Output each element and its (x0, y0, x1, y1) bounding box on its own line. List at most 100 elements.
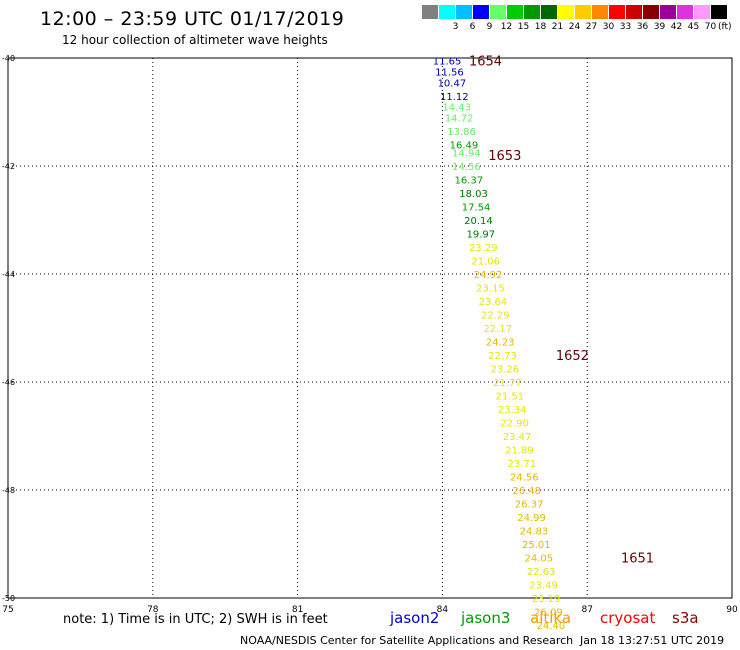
legend-label: 21 (551, 22, 564, 32)
x-tick-label: 90 (726, 605, 738, 615)
legend-swatch (609, 5, 626, 19)
data-point-label: 21.06 (471, 257, 500, 268)
data-point-label: 22.73 (488, 351, 517, 362)
legend-swatch (626, 5, 643, 19)
legend-label: 18 (534, 22, 547, 32)
data-point-label: 14.72 (445, 113, 474, 124)
chart-subtitle: 12 hour collection of altimeter wave hei… (62, 33, 328, 47)
y-tick-label: -48 (2, 486, 15, 495)
legend-label: 33 (619, 22, 632, 32)
legend-swatch (439, 5, 456, 19)
legend-label: 42 (670, 22, 683, 32)
data-point-label: 16.37 (454, 176, 483, 187)
legend-swatch (524, 5, 541, 19)
time-label: 1654 (469, 55, 502, 70)
data-point-label: 14.94 (452, 149, 481, 160)
data-point-label: 19.97 (467, 230, 496, 241)
data-point-label: 17.54 (462, 203, 491, 214)
data-point-label: 11.56 (435, 68, 464, 79)
data-point-label: 24.83 (520, 527, 549, 538)
legend-label: 24 (568, 22, 581, 32)
data-point-label: 13.86 (447, 127, 476, 138)
legend-swatch (575, 5, 592, 19)
data-point-label: 21.89 (505, 446, 534, 457)
y-tick-label: -46 (2, 378, 15, 387)
x-tick-label: 81 (292, 605, 303, 615)
legend-label: 27 (585, 22, 598, 32)
legend-label: 9 (486, 22, 493, 32)
y-tick-label: -44 (2, 270, 15, 279)
legend-swatch (422, 5, 439, 19)
credit-text: NOAA/NESDIS Center for Satellite Applica… (240, 634, 574, 647)
legend-swatch (541, 5, 558, 19)
data-point-label: 26.09 (534, 608, 563, 619)
data-point-label: 21.51 (495, 392, 524, 403)
data-point-label: 11.12 (440, 92, 469, 103)
x-tick-label: 78 (147, 605, 159, 615)
satellite-cryosat: cryosat (600, 609, 656, 627)
data-point-label: 22.90 (500, 419, 529, 430)
x-tick-label: 87 (581, 605, 592, 615)
data-point-label: 24.05 (524, 554, 553, 565)
legend-swatch (558, 5, 575, 19)
legend-swatch (711, 5, 728, 19)
data-point-label: 14.56 (452, 162, 481, 173)
data-point-label: 24.99 (517, 513, 546, 524)
data-point-label: 24.92 (474, 270, 503, 281)
legend-unit: (ft) (718, 22, 732, 32)
legend-label: 45 (687, 22, 700, 32)
y-tick-label: -40 (2, 54, 15, 63)
legend-label: 36 (636, 22, 649, 32)
data-point-label: 10.47 (438, 78, 467, 89)
data-point-label: 25.01 (522, 540, 551, 551)
legend-swatch (592, 5, 609, 19)
data-point-label: 26.48 (512, 486, 541, 497)
legend-swatch (490, 5, 507, 19)
data-point-label: 24.56 (510, 473, 539, 484)
data-point-label: 22.29 (481, 311, 510, 322)
legend-swatch (507, 5, 524, 19)
legend-swatch (473, 5, 490, 19)
legend-label: 30 (602, 22, 615, 32)
data-point-label: 11.65 (433, 57, 462, 68)
data-point-label: 23.15 (476, 284, 505, 295)
legend-label: 6 (469, 22, 476, 32)
legend-swatch (660, 5, 677, 19)
data-point-label: 23.64 (479, 297, 508, 308)
legend-label: 15 (517, 22, 530, 32)
footer-note: note: 1) Time is in UTC; 2) SWH is in fe… (63, 612, 328, 627)
data-point-label: 23.19 (532, 594, 561, 605)
data-point-label: 16.49 (450, 140, 479, 151)
satellite-jason3: jason3 (461, 609, 511, 627)
data-point-label: 23.29 (469, 243, 498, 254)
satellite-jason2: jason2 (390, 609, 440, 627)
data-point-label: 22.63 (527, 567, 556, 578)
y-tick-label: -50 (2, 594, 15, 603)
data-point-label: 22.17 (483, 324, 512, 335)
plot-frame (7, 57, 733, 599)
data-point-label: 18.03 (459, 189, 488, 200)
data-point-label: 26.37 (515, 500, 544, 511)
x-tick-label: 84 (437, 605, 449, 615)
data-point-label: 24.23 (486, 338, 515, 349)
data-point-label: 23.49 (529, 581, 558, 592)
time-label: 1652 (556, 349, 589, 364)
data-point-label: 23.47 (503, 432, 532, 443)
data-point-label: 20.14 (464, 216, 493, 227)
legend-label: 39 (653, 22, 666, 32)
satellite-s3a: s3a (672, 609, 699, 627)
y-tick-label: -42 (2, 162, 15, 171)
data-point-label: 21.77 (493, 378, 522, 389)
legend-swatch (456, 5, 473, 19)
data-point-label: 23.71 (508, 459, 537, 470)
legend-swatch (694, 5, 711, 19)
data-point-label: 24.40 (537, 621, 566, 632)
data-point-label: 23.34 (498, 405, 527, 416)
legend-swatch (677, 5, 694, 19)
legend-label: 12 (500, 22, 513, 32)
data-point-label: 14.43 (442, 103, 471, 114)
data-point-label: 23.26 (491, 365, 520, 376)
generated-timestamp: Jan 18 13:27:51 UTC 2019 (580, 634, 725, 647)
chart-title: 12:00 – 23:59 UTC 01/17/2019 (40, 8, 345, 30)
